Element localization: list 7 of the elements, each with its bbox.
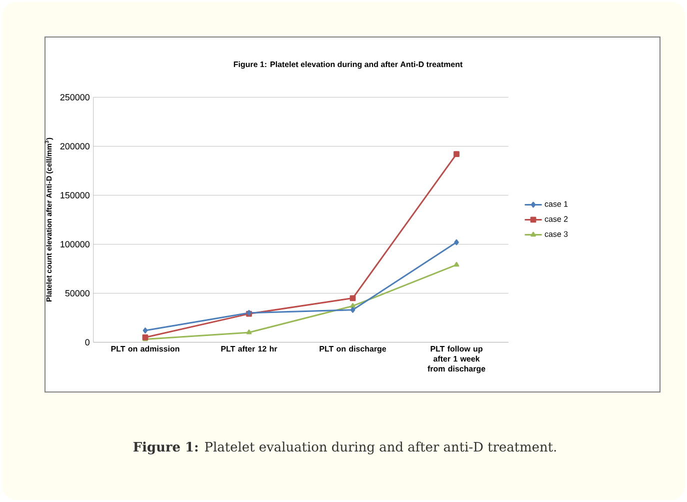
y-tick-label: 250000: [60, 94, 90, 100]
text: Figure 1: Platelet evaluation during and after anti-D treatment.: [133, 442, 556, 454]
y-tick-label: 200000: [60, 143, 90, 150]
y-tick-label: 150000: [60, 192, 90, 198]
y-tick-label: 0: [85, 339, 90, 346]
y-tick-label: 100000: [60, 241, 90, 248]
y-tick-label: 50000: [65, 290, 90, 296]
